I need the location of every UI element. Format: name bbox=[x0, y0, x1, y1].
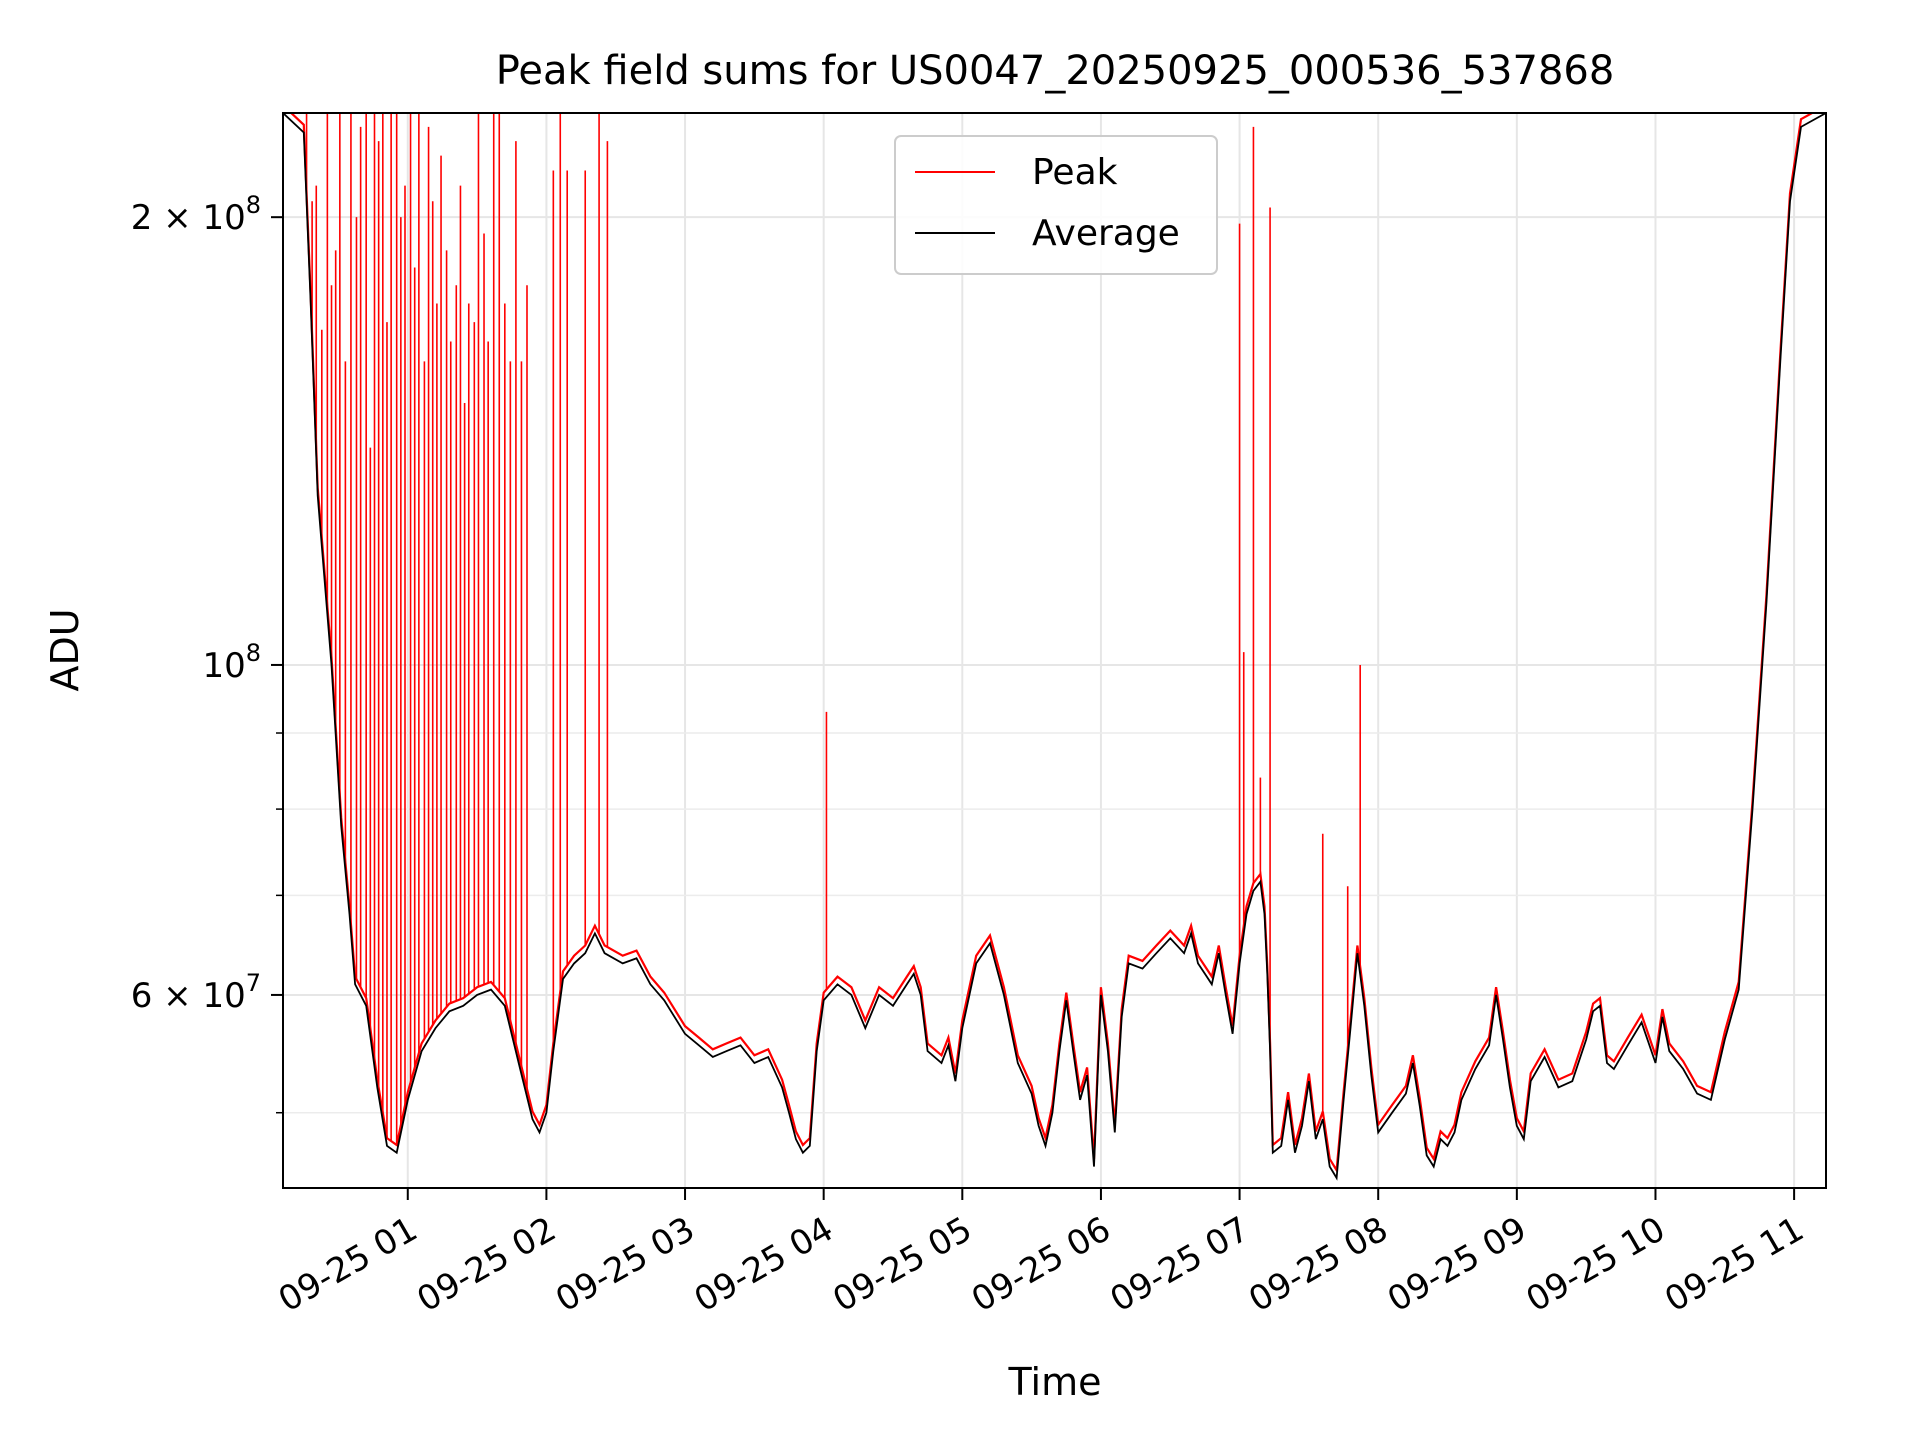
y-axis-label: ADU bbox=[43, 608, 87, 691]
legend-box bbox=[894, 135, 1218, 275]
x-axis-label: Time bbox=[1008, 1360, 1102, 1404]
legend-label-peak: Peak bbox=[1032, 152, 1118, 193]
series-layer bbox=[283, 113, 1826, 1181]
y-tick-label: 108 bbox=[202, 639, 261, 686]
y-tick-label: 6 × 107 bbox=[131, 969, 261, 1016]
average-series-line bbox=[283, 113, 1826, 1181]
y-axis: 6 × 107 108 2 × 108 bbox=[131, 191, 283, 1114]
plot-frame bbox=[282, 112, 1827, 1189]
chart-title: Peak field sums for US0047_20250925_0005… bbox=[496, 48, 1615, 94]
legend[interactable]: Peak Average bbox=[894, 135, 1218, 275]
y-tick-label: 2 × 108 bbox=[131, 191, 261, 238]
legend-label-average: Average bbox=[1032, 213, 1180, 254]
